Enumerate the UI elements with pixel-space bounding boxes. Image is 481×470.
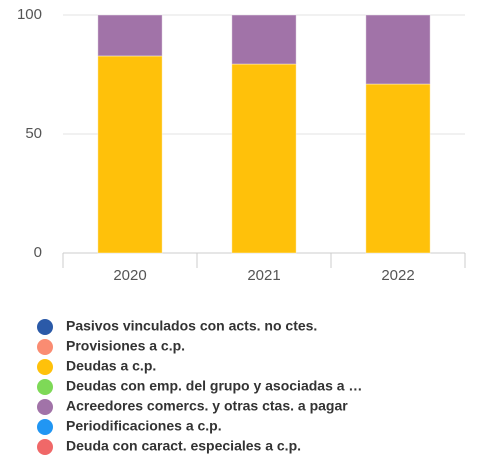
legend-swatch: [37, 319, 53, 335]
legend-label: Pasivos vinculados con acts. no ctes.: [66, 318, 317, 334]
legend-swatch: [37, 359, 53, 375]
legend-swatch: [37, 399, 53, 415]
bar-segment: [231, 14, 297, 65]
legend-swatch: [37, 439, 53, 455]
y-tick-label: 100: [17, 6, 42, 23]
legend-label: Deuda con caract. especiales a c.p.: [66, 438, 301, 454]
legend-label: Acreedores comercs. y otras ctas. a paga…: [66, 398, 348, 414]
legend-label: Deudas a c.p.: [66, 358, 156, 374]
bar-segment: [365, 14, 431, 85]
bar-segment: [97, 55, 163, 254]
legend-swatch: [37, 339, 53, 355]
legend-swatch: [37, 379, 53, 395]
bar-segment: [231, 63, 297, 254]
legend-label: Provisiones a c.p.: [66, 338, 185, 354]
y-tick-label: 0: [34, 244, 42, 261]
bar-segment: [365, 83, 431, 254]
x-tick-label: 2022: [381, 267, 414, 284]
legend-label: Periodificaciones a c.p.: [66, 418, 222, 434]
legend-label: Deudas con emp. del grupo y asociadas a …: [66, 378, 362, 394]
y-tick-label: 50: [25, 125, 42, 142]
x-tick-label: 2020: [113, 267, 146, 284]
bar-segment: [97, 14, 163, 57]
x-tick-label: 2021: [247, 267, 280, 284]
legend-swatch: [37, 419, 53, 435]
